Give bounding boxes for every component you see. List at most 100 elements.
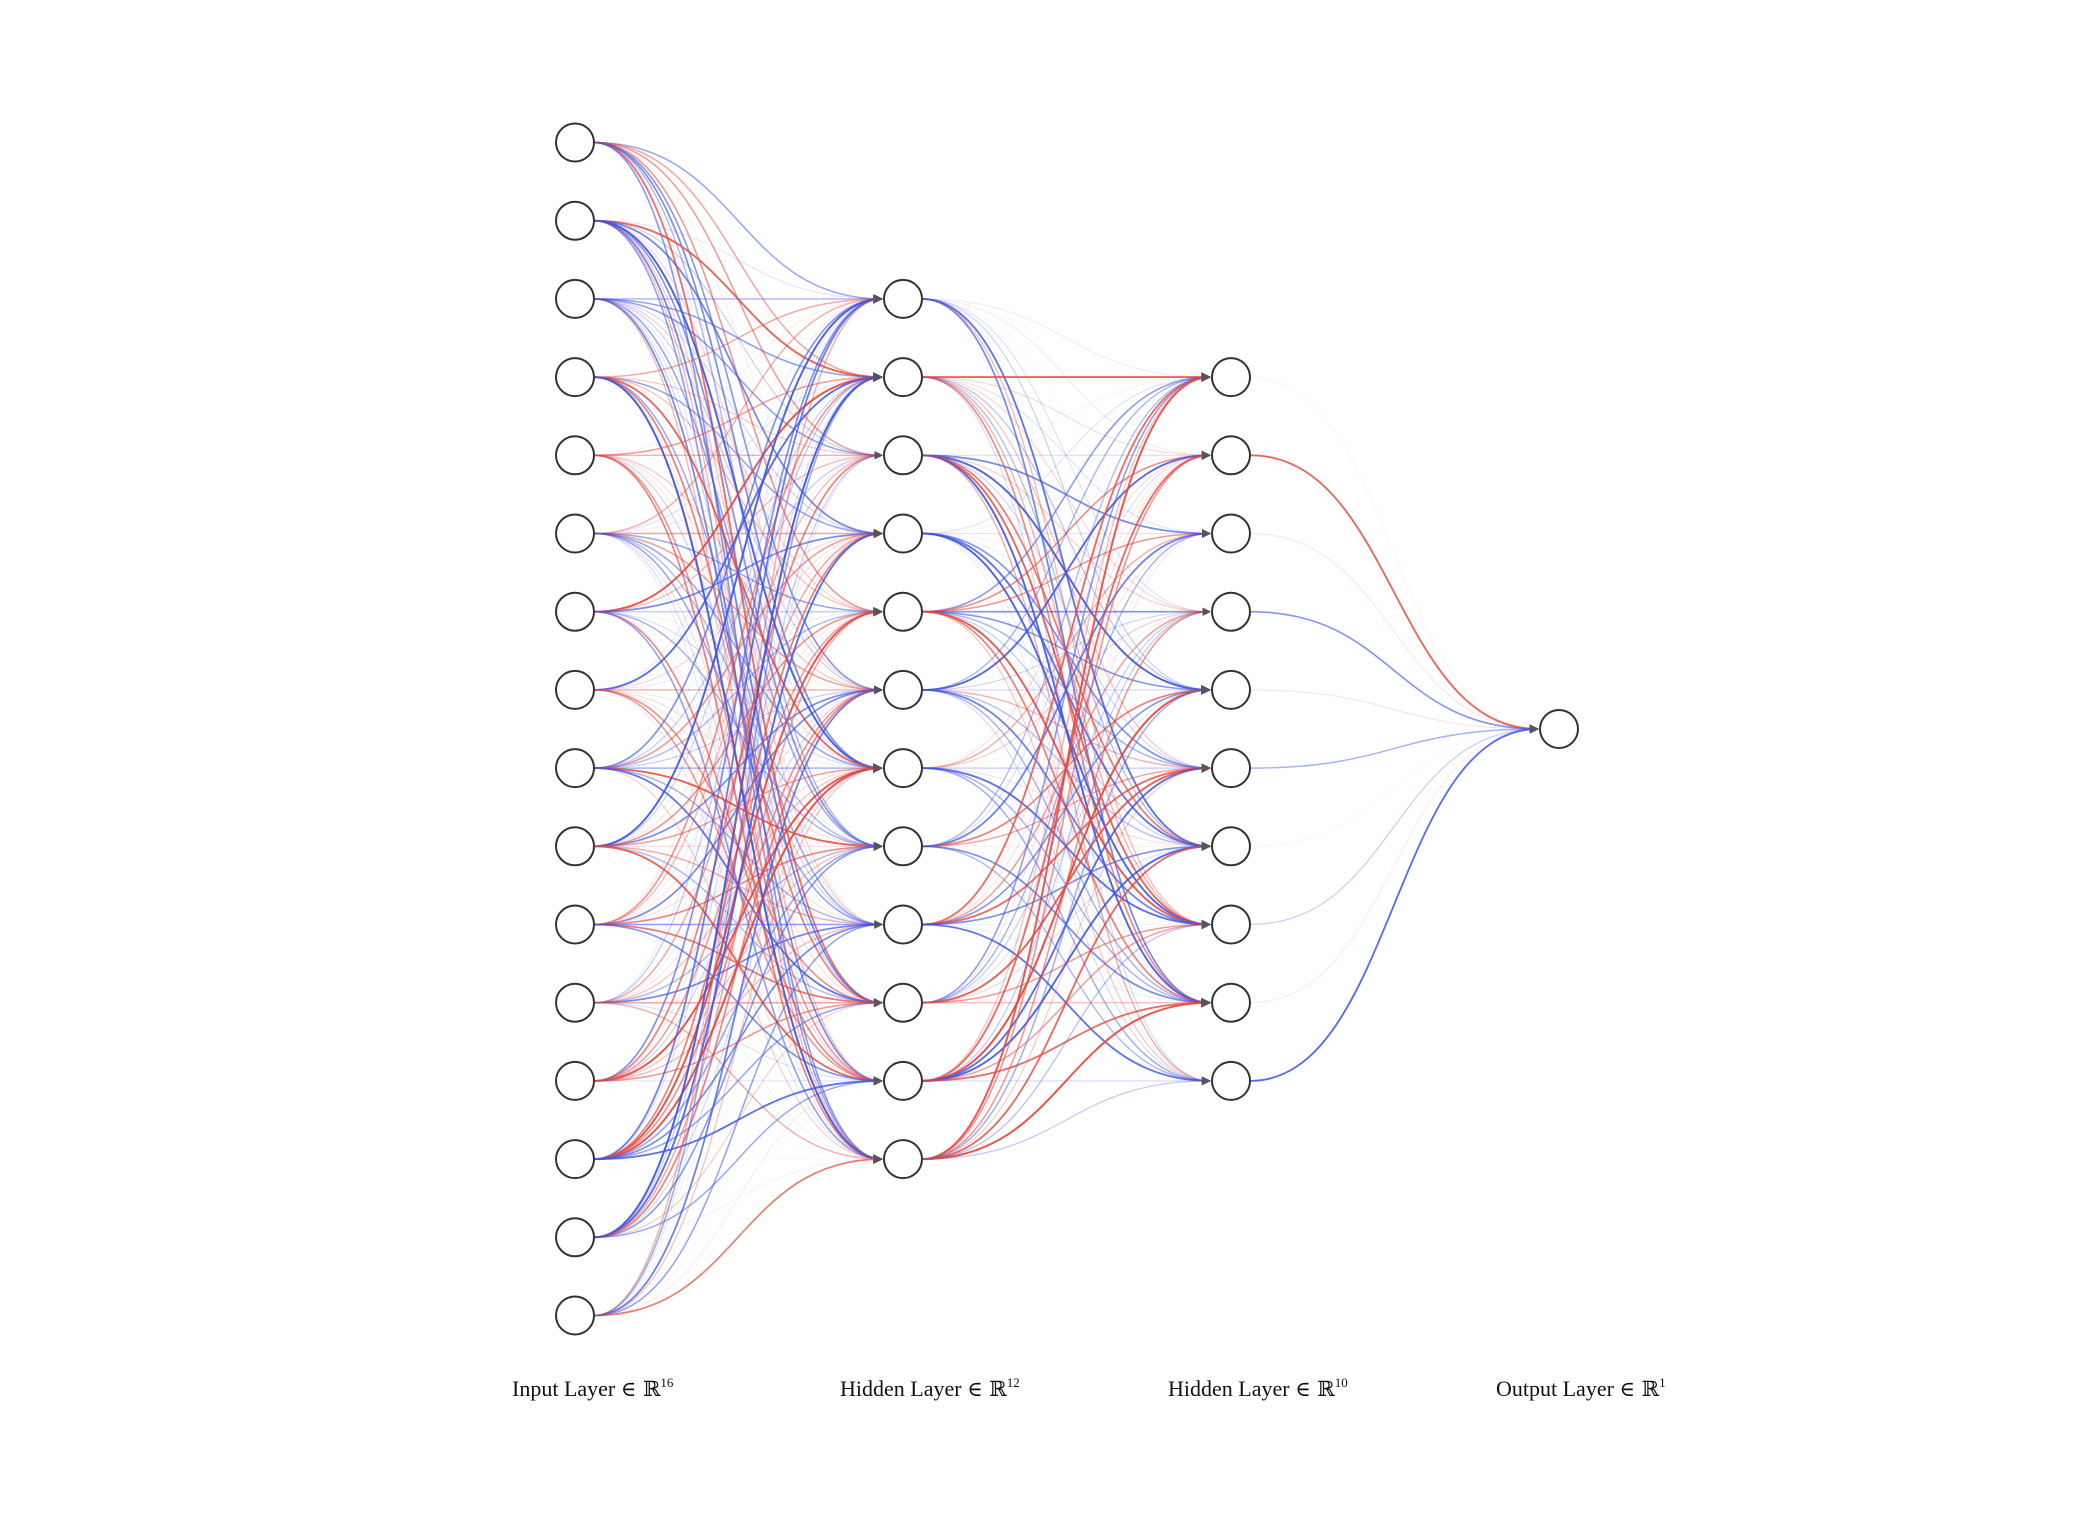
neuron-layer0-node5 [555,513,595,554]
edge-l0-n1-to-l1-n0 [593,220,883,300]
neuron-layer1-node2 [883,435,923,476]
neuron-layer1-node7 [883,826,923,867]
edge-l1-n4-to-l2-n0 [921,373,1211,613]
edge-l0-n7-to-l1-n3 [593,532,883,691]
neuron-layer1-node3 [883,513,923,554]
neuron-layer0-node0 [555,122,595,163]
edge-l1-n10-to-l2-n0 [921,376,1211,1082]
neuron-layer0-node10 [555,904,595,945]
neuron-layer0-node12 [555,1060,595,1101]
edge-l1-n9-to-l2-n4 [921,689,1211,1004]
edge-l0-n14-to-l1-n5 [593,685,883,1239]
edge-l2-n3-to-l3-n0 [1249,610,1539,734]
edge-l1-n11-to-l2-n1 [921,451,1211,1160]
edge-l0-n8-to-l1-n0 [593,294,883,769]
neuron-layer1-node6 [883,748,923,789]
edge-l0-n12-to-l1-n2 [593,451,883,1082]
edge-l1-n10-to-l2-n3 [921,611,1211,1082]
edge-l1-n11-to-l2-n6 [921,841,1211,1161]
edge-l0-n15-to-l1-n11 [593,1154,883,1317]
edge-l1-n6-to-l2-n0 [921,376,1211,769]
neuron-layer0-node2 [555,278,595,319]
edge-l0-n13-to-l1-n1 [593,376,883,1160]
edge-l0-n6-to-l1-n0 [593,298,883,613]
edge-l0-n15-to-l1-n1 [593,373,883,1317]
edge-l1-n6-to-l2-n4 [921,689,1211,769]
neuron-layer0-node4 [555,435,595,476]
edge-l0-n14-to-l1-n0 [593,298,883,1238]
neuron-layer0-node14 [555,1217,595,1258]
edge-l0-n2-to-l1-n1 [593,298,883,382]
edge-l2-n1-to-l3-n0 [1249,454,1539,734]
hidden-layer-2-symbol: ∈ ℝ [1295,1377,1335,1401]
edge-l0-n10-to-l1-n0 [593,298,883,925]
neuron-layer0-node1 [555,200,595,241]
edge-l0-n9-to-l1-n0 [593,294,883,848]
edge-l0-n15-to-l1-n6 [593,767,883,1317]
edge-l0-n14-to-l1-n4 [593,608,883,1239]
input-layer-name: Input Layer [512,1376,616,1401]
neuron-layer0-node9 [555,826,595,867]
edge-l0-n3-to-l1-n3 [593,376,883,538]
edge-l1-n5-to-l2-n1 [921,450,1211,691]
edge-l0-n15-to-l1-n0 [593,295,883,1317]
neuron-layer1-node11 [883,1139,923,1180]
edge-l2-n7-to-l3-n0 [1249,728,1539,926]
neuron-layer1-node0 [883,278,923,319]
edge-l1-n11-to-l2-n7 [921,923,1211,1160]
output-layer-name: Output Layer [1496,1376,1614,1401]
neuron-layer2-node5 [1211,748,1251,789]
neuron-layer0-node8 [555,748,595,789]
edge-l1-n6-to-l2-n1 [921,454,1211,769]
edge-l0-n13-to-l1-n9 [593,998,883,1160]
neuron-layer1-node1 [883,357,923,398]
input-layer-symbol: ∈ ℝ [620,1377,661,1401]
edge-l1-n0-to-l2-n2 [921,298,1211,534]
edge-l0-n5-to-l1-n5 [593,532,883,694]
neuron-layer2-node4 [1211,669,1251,710]
neuron-layer0-node11 [555,982,595,1023]
edge-l0-n15-to-l1-n5 [593,685,883,1317]
neuron-layer3-node0 [1539,709,1579,749]
neuron-layer1-node10 [883,1060,923,1101]
edge-l0-n14-to-l1-n8 [593,924,883,1238]
edge-l1-n11-to-l2-n0 [921,372,1211,1161]
neuron-layer2-node0 [1211,357,1251,398]
edge-l1-n7-to-l2-n0 [921,373,1211,847]
edge-l2-n9-to-l3-n0 [1249,724,1539,1082]
edge-l0-n0-to-l1-n0 [593,141,883,303]
edge-l0-n3-to-l1-n0 [593,295,883,378]
edge-l1-n11-to-l2-n9 [921,1080,1211,1160]
edge-l0-n13-to-l1-n5 [593,685,883,1160]
edge-l1-n8-to-l2-n5 [921,763,1211,926]
neuron-layer2-node1 [1211,435,1251,476]
neuron-layer2-node6 [1211,826,1251,867]
edge-l2-n5-to-l3-n0 [1249,725,1539,769]
edge-l0-n4-to-l1-n0 [593,298,883,456]
edge-l0-n12-to-l1-n0 [593,294,883,1082]
hidden-layer-2-dim: 10 [1334,1375,1348,1390]
edge-l1-n11-to-l2-n5 [921,767,1211,1160]
edge-l2-n4-to-l3-n0 [1249,689,1539,730]
edge-l1-n9-to-l2-n1 [921,454,1211,1004]
neuron-layer0-node7 [555,669,595,710]
neuron-layer1-node9 [883,982,923,1023]
edge-l1-n11-to-l2-n3 [921,607,1211,1160]
edge-l0-n15-to-l1-n7 [593,845,883,1316]
neuron-layer0-node6 [555,591,595,632]
edge-l1-n3-to-l2-n7 [921,532,1211,930]
edge-l1-n7-to-l2-n3 [921,611,1211,847]
neuron-layer1-node8 [883,904,923,945]
edge-l0-n15-to-l1-n8 [593,920,883,1317]
edge-l1-n11-to-l2-n8 [921,997,1211,1161]
output-layer-symbol: ∈ ℝ [1619,1377,1660,1401]
edge-l1-n4-to-l2-n1 [921,451,1211,613]
edge-l0-n8-to-l1-n2 [593,454,883,769]
edge-l1-n5-to-l2-n5 [921,689,1211,772]
edge-l0-n14-to-l1-n10 [593,1077,883,1239]
edge-l0-n0-to-l1-n1 [593,141,883,381]
neuron-layer0-node15 [555,1295,595,1336]
edge-l0-n14-to-l1-n3 [593,528,883,1239]
edge-l1-n0-to-l2-n0 [921,298,1211,378]
